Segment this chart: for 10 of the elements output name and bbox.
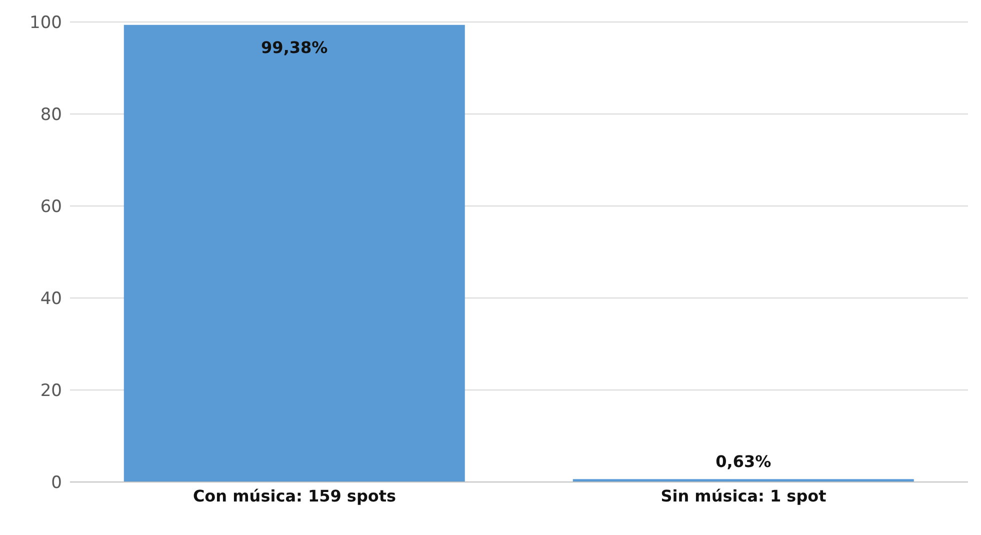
y-tick-label: 0 (51, 473, 62, 494)
x-tick-label: Sin música: 1 spot (660, 486, 827, 506)
y-tick-label: 80 (40, 105, 62, 126)
data-label: 0,63% (716, 452, 772, 472)
y-tick-label: 40 (40, 289, 62, 310)
x-tick-label: Con música: 159 spots (192, 486, 396, 506)
y-tick-label: 60 (40, 197, 62, 218)
y-tick-label: 100 (30, 13, 62, 34)
y-tick-label: 20 (40, 381, 62, 402)
data-label: 99,38% (261, 38, 328, 57)
